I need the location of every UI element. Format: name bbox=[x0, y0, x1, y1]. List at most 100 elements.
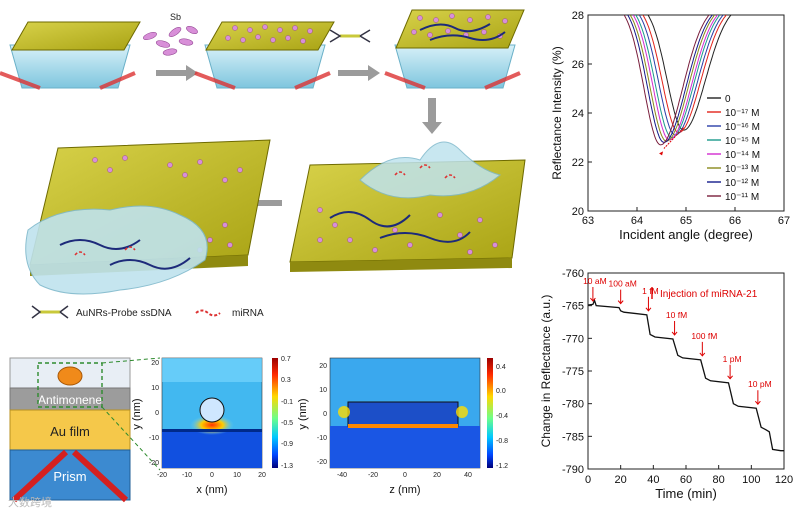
field-xy-xticks: -20 -10 0 10 20 bbox=[157, 472, 266, 479]
realtime-ytick-label: -785 bbox=[562, 431, 584, 443]
realtime-ytick-label: -770 bbox=[562, 333, 584, 345]
realtime-signal-line bbox=[587, 298, 784, 452]
realtime-plot-area bbox=[587, 272, 785, 470]
realtime-xtick-label: 60 bbox=[680, 474, 692, 486]
field-zy-ylabel: y (nm) bbox=[297, 398, 309, 429]
spr-xtick-label: 67 bbox=[778, 215, 790, 227]
svg-text:-20: -20 bbox=[317, 459, 327, 466]
spr-ytick-label: 24 bbox=[572, 108, 584, 120]
injection-label-4: 100 fM bbox=[691, 331, 717, 341]
svg-text:10: 10 bbox=[233, 472, 241, 479]
injection-label-5: 1 pM bbox=[723, 354, 742, 364]
svg-text:-10: -10 bbox=[317, 435, 327, 442]
realtime-xtick-label: 100 bbox=[742, 474, 760, 486]
realtime-xtick-label: 0 bbox=[585, 474, 591, 486]
spr-legend-label-2: 10⁻¹⁶ M bbox=[725, 122, 760, 133]
schematic-step-2 bbox=[194, 21, 335, 90]
svg-text:-0.4: -0.4 bbox=[496, 413, 508, 420]
spr-curve-3 bbox=[635, 15, 721, 139]
spr-xtick-label: 66 bbox=[729, 215, 741, 227]
field-xy-yticks: 20 10 0 -10 -20 bbox=[149, 360, 159, 467]
spr-chart: 63 64 65 66 67 28 26 24 22 20 0 10⁻¹⁷ M 10⁻¹⁶ M 10⁻¹… bbox=[550, 10, 790, 242]
field-zy-yticks: 20 10 0 -10 -20 bbox=[317, 363, 327, 466]
schematic-step-1 bbox=[0, 21, 141, 90]
svg-text:0: 0 bbox=[210, 472, 214, 479]
laser-out-1 bbox=[99, 71, 136, 90]
spr-ylabel: Reflectance Intensity (%) bbox=[550, 46, 564, 179]
colorbar-xy-labels: 0.7 0.3 -0.1 -0.5 -0.9 -1.3 bbox=[281, 356, 293, 470]
laser-in bbox=[11, 449, 69, 503]
arrow-step-3 bbox=[422, 98, 442, 134]
label-antimonene: Antimonene bbox=[38, 393, 102, 407]
laser-out bbox=[71, 449, 129, 503]
field-map-zy: 0.4 0.0 -0.4 -0.8 -1.2 -40 -20 0 20 40 2… bbox=[297, 357, 508, 496]
svg-text:-1.3: -1.3 bbox=[281, 463, 293, 470]
spr-legend-label-4: 10⁻¹⁴ M bbox=[725, 150, 760, 161]
spr-shift-arrow bbox=[663, 127, 684, 149]
svg-text:0.4: 0.4 bbox=[496, 364, 506, 371]
svg-text:-10: -10 bbox=[182, 472, 192, 479]
spr-curve-2 bbox=[638, 15, 724, 136]
spr-xtick-label: 63 bbox=[582, 215, 594, 227]
injection-label-2: 1 fM bbox=[642, 286, 659, 296]
watermark: 大数跨境 bbox=[8, 495, 52, 509]
realtime-ytick-label: -775 bbox=[562, 366, 584, 378]
sample-droplet bbox=[359, 141, 502, 199]
injection-arrowhead-6 bbox=[754, 400, 761, 406]
injection-arrowhead-0 bbox=[590, 297, 596, 302]
field-xy-xlabel: x (nm) bbox=[196, 484, 227, 496]
spr-legend-label-0: 0 bbox=[725, 94, 731, 105]
spr-xtick-label: 64 bbox=[631, 215, 643, 227]
svg-text:-10: -10 bbox=[149, 435, 159, 442]
injection-label-6: 10 pM bbox=[748, 379, 772, 389]
spr-ytick-label: 20 bbox=[572, 206, 584, 218]
injection-arrowhead-3 bbox=[671, 331, 678, 336]
injection-legend: Injection of miRNA-21 bbox=[660, 289, 758, 300]
spr-legend-label-6: 10⁻¹² M bbox=[725, 178, 759, 189]
gold-chip-1 bbox=[11, 21, 141, 51]
au-nanorod bbox=[57, 366, 83, 386]
field-zy-xlabel: z (nm) bbox=[389, 484, 420, 496]
realtime-xtick-label: 40 bbox=[647, 474, 659, 486]
svg-text:20: 20 bbox=[151, 360, 159, 367]
legend-mirna-label: miRNA bbox=[232, 308, 264, 319]
spr-curve-4 bbox=[632, 15, 719, 141]
schematic-step-3 bbox=[384, 9, 525, 90]
colorbar-xy bbox=[272, 358, 278, 468]
svg-text:-0.5: -0.5 bbox=[281, 420, 293, 427]
injection-label-1: 100 aM bbox=[608, 279, 636, 289]
svg-text:0.0: 0.0 bbox=[496, 388, 506, 395]
realtime-xtick-label: 20 bbox=[615, 474, 627, 486]
label-prism: Prism bbox=[53, 469, 86, 484]
svg-text:10: 10 bbox=[151, 385, 159, 392]
realtime-chart: 0 20 40 60 80 100 120 -760 -765 -770 -775 -780 -785 -… bbox=[539, 268, 793, 501]
injection-arrowhead-2 bbox=[645, 307, 652, 312]
spr-curve-7 bbox=[623, 15, 710, 146]
schematic-step-5 bbox=[25, 139, 271, 295]
spr-curve-5 bbox=[629, 15, 716, 142]
svg-text:10: 10 bbox=[319, 387, 327, 394]
spr-ytick-label: 22 bbox=[572, 157, 584, 169]
spr-legend-label-5: 10⁻¹³ M bbox=[725, 164, 759, 175]
arrow-step-1 bbox=[156, 65, 198, 81]
realtime-ytick-label: -765 bbox=[562, 301, 584, 313]
svg-text:-20: -20 bbox=[368, 472, 378, 479]
realtime-ytick-label: -780 bbox=[562, 399, 584, 411]
field-xy-ylabel: y (nm) bbox=[131, 398, 143, 429]
label-au-film: Au film bbox=[50, 424, 90, 439]
arrow-step-2 bbox=[338, 65, 380, 81]
svg-text:-0.9: -0.9 bbox=[281, 441, 293, 448]
realtime-xlabel: Time (min) bbox=[655, 486, 717, 501]
svg-text:0.3: 0.3 bbox=[281, 377, 291, 384]
svg-text:-0.1: -0.1 bbox=[281, 399, 293, 406]
svg-text:-20: -20 bbox=[157, 472, 167, 479]
svg-text:-40: -40 bbox=[337, 472, 347, 479]
spr-legend-label-3: 10⁻¹⁵ M bbox=[725, 136, 760, 147]
label-sb: Sb bbox=[170, 12, 181, 22]
spr-legend-label-1: 10⁻¹⁷ M bbox=[725, 108, 759, 119]
layer-stack: Antimonene Au film Prism bbox=[9, 357, 161, 503]
schematic-legend: AuNRs-Probe ssDNA miRNA bbox=[31, 305, 264, 319]
injection-label-0: 10 aM bbox=[583, 276, 607, 286]
svg-text:20: 20 bbox=[433, 472, 441, 479]
field-zy-xticks: -40 -20 0 20 40 bbox=[337, 472, 472, 479]
